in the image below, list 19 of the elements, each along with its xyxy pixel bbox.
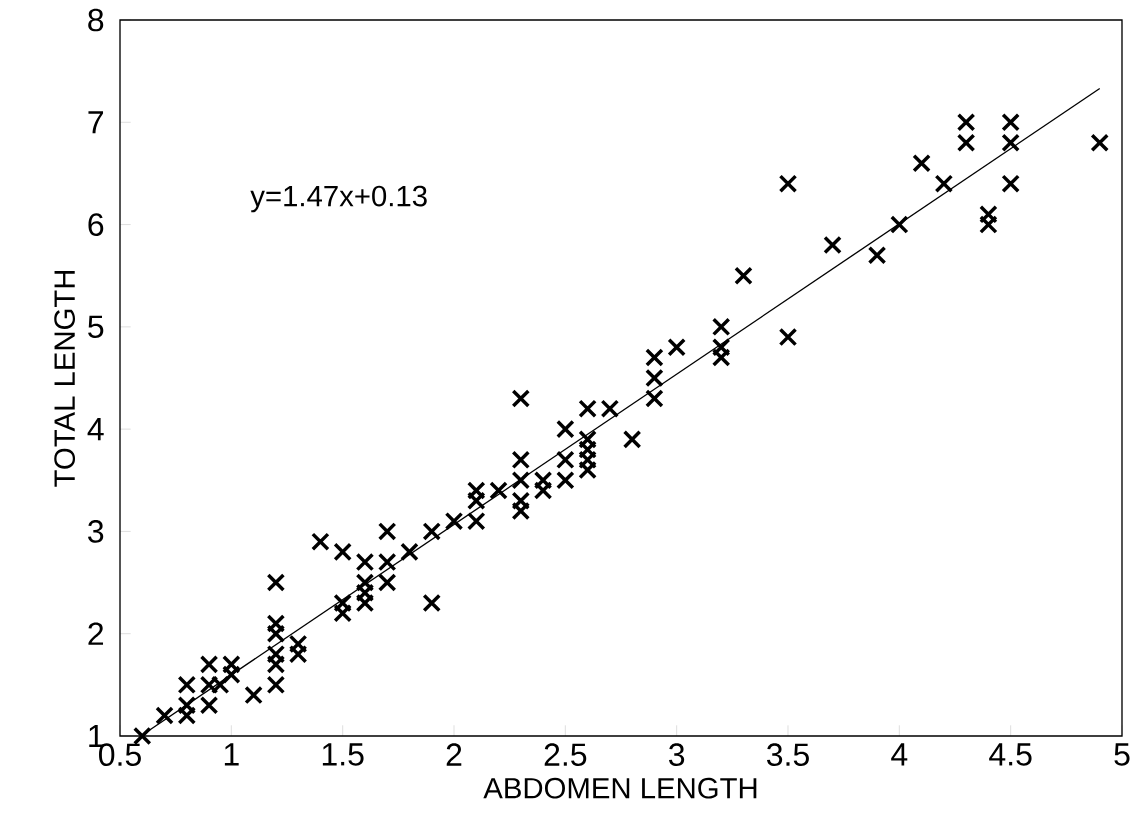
- x-tick-label: 3: [668, 743, 685, 767]
- y-tick-label: 5: [88, 315, 104, 339]
- x-axis-title: ABDOMEN LENGTH: [483, 777, 757, 799]
- annotation: y=1.47x+0.13: [250, 185, 427, 213]
- y-tick-label: 2: [88, 622, 104, 645]
- x-tick-label: 1: [224, 743, 239, 766]
- y-tick-label: 8: [88, 8, 104, 32]
- x-tick-label: 2: [446, 743, 462, 766]
- x-tick-label: 3.5: [766, 743, 809, 767]
- y-tick-label: 7: [88, 111, 104, 134]
- x-tick-label: 4.5: [989, 743, 1032, 766]
- x-tick-label: 5: [1114, 743, 1130, 766]
- x-tick-label: 2.5: [544, 743, 587, 767]
- x-tick-label: 4: [891, 743, 908, 766]
- y-tick-label: 6: [88, 213, 104, 236]
- y-tick-label: 4: [87, 418, 104, 441]
- x-tick-label: 1.5: [322, 743, 364, 766]
- y-tick-label: 3: [88, 520, 104, 543]
- y-axis-title: TOTAL LENGTH: [54, 270, 76, 487]
